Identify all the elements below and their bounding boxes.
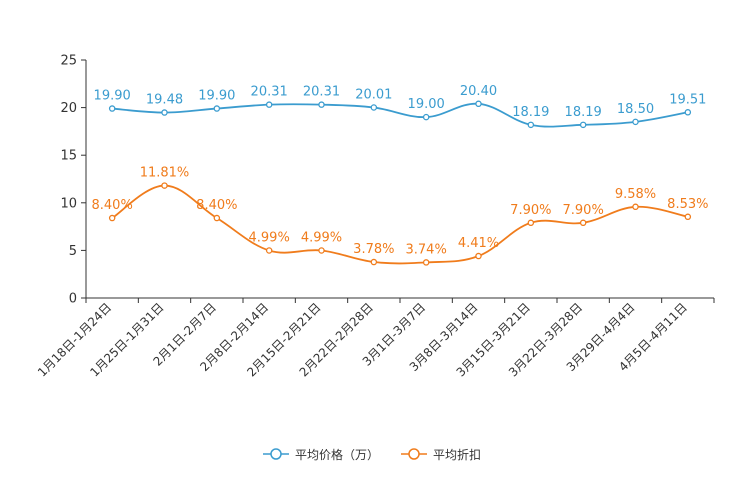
legend: 平均价格（万） 平均折扣 bbox=[0, 444, 744, 464]
x-axis: 1月18日-1月24日1月25日-1月31日2月1日-2月7日2月8日-2月14… bbox=[35, 297, 715, 380]
data-point-avg-price bbox=[265, 101, 273, 108]
data-point-avg-discount bbox=[213, 214, 221, 222]
data-label-avg-discount: 4.99% bbox=[301, 230, 342, 245]
data-label-avg-price: 20.40 bbox=[460, 84, 497, 99]
data-point-avg-price bbox=[422, 113, 430, 121]
series-layer bbox=[108, 100, 692, 266]
data-point-avg-price bbox=[475, 100, 482, 108]
data-label-avg-price: 19.90 bbox=[198, 89, 235, 104]
y-tick-label: 10 bbox=[60, 196, 77, 211]
data-label-avg-discount: 3.78% bbox=[353, 242, 394, 257]
data-point-avg-discount bbox=[527, 219, 535, 227]
data-label-avg-discount: 4.41% bbox=[458, 236, 499, 251]
y-tick-label: 20 bbox=[60, 101, 77, 116]
data-point-avg-price bbox=[579, 121, 587, 129]
data-label-avg-discount: 11.81% bbox=[140, 166, 190, 181]
legend-item-avg-price[interactable]: 平均价格（万） bbox=[262, 446, 379, 463]
data-point-avg-price bbox=[213, 105, 221, 112]
data-point-avg-discount bbox=[108, 214, 116, 222]
data-label-avg-price: 19.48 bbox=[146, 93, 183, 108]
data-point-avg-price bbox=[161, 109, 168, 116]
legend-item-avg-discount[interactable]: 平均折扣 bbox=[401, 446, 481, 463]
data-label-avg-discount: 7.90% bbox=[510, 203, 551, 218]
data-label-avg-discount: 8.53% bbox=[667, 197, 708, 212]
data-label-avg-price: 18.19 bbox=[512, 105, 549, 120]
y-tick-label: 5 bbox=[69, 244, 77, 259]
y-tick-label: 25 bbox=[60, 54, 77, 69]
legend-swatch-avg-price bbox=[262, 448, 289, 460]
data-label-layer: 19.90 19.48 19.90 20.31 20.31 20.01 19.00 20.40… bbox=[92, 84, 709, 258]
y-tick-label: 0 bbox=[69, 292, 77, 307]
data-point-avg-discount bbox=[370, 258, 378, 266]
data-point-avg-discount bbox=[161, 182, 168, 189]
data-label-avg-discount: 9.58% bbox=[615, 187, 656, 202]
legend-label-avg-price: 平均价格（万） bbox=[294, 447, 379, 462]
data-point-avg-price bbox=[370, 104, 378, 111]
data-point-avg-discount bbox=[422, 259, 430, 266]
data-point-avg-discount bbox=[265, 247, 273, 254]
data-point-avg-discount bbox=[684, 213, 692, 221]
legend-swatch-avg-discount bbox=[401, 448, 427, 460]
data-point-avg-price bbox=[108, 105, 116, 112]
data-point-avg-price bbox=[684, 109, 692, 116]
data-label-avg-price: 20.31 bbox=[303, 85, 340, 100]
data-point-avg-price bbox=[318, 101, 325, 108]
data-label-avg-price: 19.90 bbox=[94, 89, 131, 104]
legend-label-avg-discount: 平均折扣 bbox=[433, 447, 482, 462]
data-label-avg-price: 19.00 bbox=[408, 97, 445, 112]
data-label-avg-price: 20.01 bbox=[355, 88, 392, 103]
data-point-avg-discount bbox=[632, 203, 639, 211]
data-label-avg-discount: 8.40% bbox=[196, 198, 237, 213]
data-point-avg-discount bbox=[475, 252, 482, 260]
data-point-avg-price bbox=[527, 121, 535, 129]
data-label-avg-price: 19.51 bbox=[669, 92, 706, 107]
data-point-avg-discount bbox=[318, 247, 325, 254]
data-label-avg-price: 20.31 bbox=[251, 85, 288, 100]
series-line-avg-price bbox=[112, 102, 688, 128]
data-label-avg-discount: 3.74% bbox=[406, 242, 447, 257]
data-point-avg-price bbox=[632, 118, 639, 126]
y-axis: 0 5 10 15 20 25 bbox=[60, 54, 87, 307]
data-label-avg-discount: 7.90% bbox=[563, 203, 604, 218]
data-label-avg-discount: 4.99% bbox=[249, 230, 290, 245]
y-tick-label: 15 bbox=[60, 149, 77, 164]
data-label-avg-price: 18.50 bbox=[617, 102, 654, 117]
data-label-avg-price: 18.19 bbox=[565, 105, 602, 120]
data-point-avg-discount bbox=[579, 219, 587, 227]
data-label-avg-discount: 8.40% bbox=[92, 198, 133, 213]
